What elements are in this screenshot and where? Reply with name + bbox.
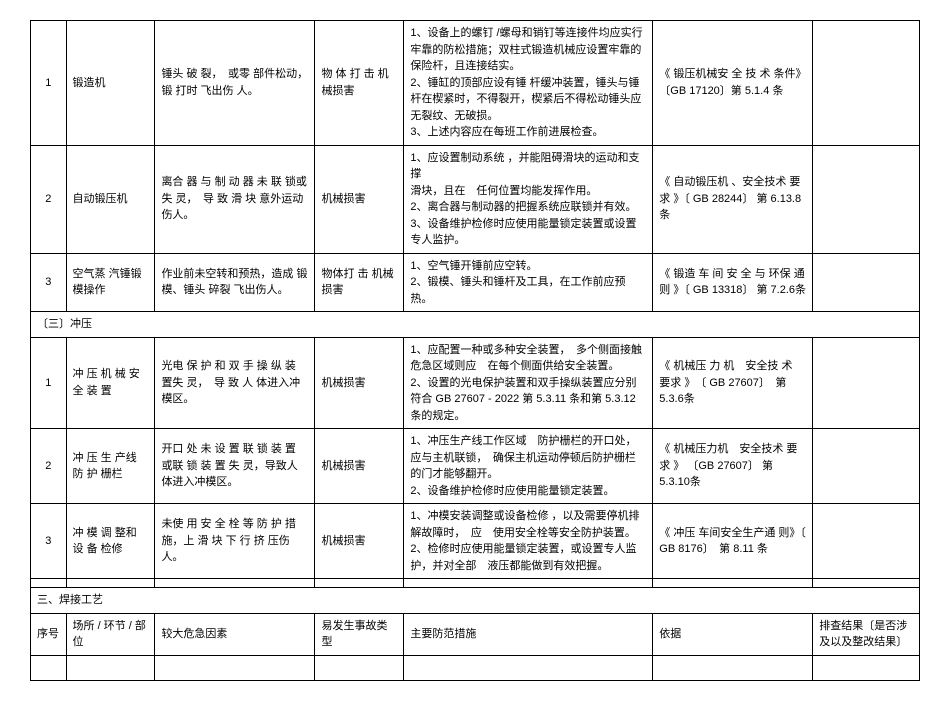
cell-basis: 《 自动锻压机 、安全技术 要求 》〔 GB 28244〕 第 6.13.8条 bbox=[653, 145, 813, 253]
cell-type: 机械损害 bbox=[315, 337, 404, 429]
cell-place: 冲 压 生 产线 防 护 栅栏 bbox=[66, 429, 155, 504]
header-measure: 主要防范措施 bbox=[404, 613, 653, 655]
cell-basis: 《 锻造 车 间 安 全 与 环保 通则 》〔 GB 13318〕 第 7.2.… bbox=[653, 253, 813, 312]
cell-measure: 1、冲压生产线工作区域 防护栅栏的开口处， 应与主机联锁， 确保主机运动停顿后防… bbox=[404, 429, 653, 504]
cell-type: 机械损害 bbox=[315, 145, 404, 253]
cell-result bbox=[813, 337, 920, 429]
table-row: 3冲 模 调 整和 设 备 检修未使 用 安 全 栓 等 防 护 措施，上 滑 … bbox=[31, 504, 920, 579]
header-row: 序号场所 / 环节 / 部位较大危急因素易发生事故类型主要防范措施依据排查结果〔… bbox=[31, 613, 920, 655]
cell-result bbox=[813, 21, 920, 146]
cell-risk: 开口 处 未 设 置 联 锁 装 置 或联 锁 装 置 失 灵，导致人体进入冲模… bbox=[155, 429, 315, 504]
cell-basis: 《 冲压 车间安全生产通 则》〔 GB 8176〕 第 8.11 条 bbox=[653, 504, 813, 579]
cell-seq: 1 bbox=[31, 21, 67, 146]
section-title: 〔三〕冲压 bbox=[31, 312, 920, 338]
cell-type: 机械损害 bbox=[315, 504, 404, 579]
cell-risk: 光电 保 护 和 双 手 操 纵 装 置失 灵， 导 致 人 体进入冲模区。 bbox=[155, 337, 315, 429]
cell-basis: 《 锻压机械安 全 技 术 条件》〔GB 17120〕第 5.1.4 条 bbox=[653, 21, 813, 146]
cell-measure: 1、应设置制动系统 ，并能阻碍滑块的运动和支撑滑块，且在 任何位置均能发挥作用。… bbox=[404, 145, 653, 253]
cell-place: 冲 压 机 械 安 全 装 置 bbox=[66, 337, 155, 429]
cell-risk: 锤头 破 裂， 或零 部件松动， 锻 打时 飞出伤 人。 bbox=[155, 21, 315, 146]
cell-place: 锻造机 bbox=[66, 21, 155, 146]
table-row: 2冲 压 生 产线 防 护 栅栏开口 处 未 设 置 联 锁 装 置 或联 锁 … bbox=[31, 429, 920, 504]
cell-type: 物 体 打 击 机械损害 bbox=[315, 21, 404, 146]
cell-risk: 未使 用 安 全 栓 等 防 护 措施，上 滑 块 下 行 挤 压伤人。 bbox=[155, 504, 315, 579]
cell-measure: 1、空气锤开锤前应空转。2、锻模、锤头和锤杆及工具，在工作前应预热。 bbox=[404, 253, 653, 312]
section-row: 三、焊接工艺 bbox=[31, 588, 920, 614]
cell-measure: 1、应配置一种或多种安全装置， 多个侧面接触危急区域则应 在每个侧面供给安全装置… bbox=[404, 337, 653, 429]
cell-basis: 《 机械压力机 安全技术 要求 》 〔GB 27607〕 第 5.3.10条 bbox=[653, 429, 813, 504]
empty-row bbox=[31, 655, 920, 681]
cell-measure: 1、冲模安装调整或设备检修 ，以及需要停机排解故障时， 应 使用安全栓等安全防护… bbox=[404, 504, 653, 579]
blank-row bbox=[31, 579, 920, 588]
cell-seq: 3 bbox=[31, 253, 67, 312]
cell-basis: 《 机械压 力 机 安全技 术 要求 》 〔 GB 27607〕 第 5.3.6… bbox=[653, 337, 813, 429]
table-row: 1锻造机锤头 破 裂， 或零 部件松动， 锻 打时 飞出伤 人。物 体 打 击 … bbox=[31, 21, 920, 146]
header-result: 排查结果〔是否涉及以及整改结果〕 bbox=[813, 613, 920, 655]
cell-seq: 3 bbox=[31, 504, 67, 579]
table-row: 1冲 压 机 械 安 全 装 置光电 保 护 和 双 手 操 纵 装 置失 灵，… bbox=[31, 337, 920, 429]
cell-result bbox=[813, 253, 920, 312]
cell-measure: 1、设备上的螺钉 /螺母和销钉等连接件均应实行牢靠的防松措施；双柱式锻造机械应设… bbox=[404, 21, 653, 146]
header-basis: 依据 bbox=[653, 613, 813, 655]
header-seq: 序号 bbox=[31, 613, 67, 655]
header-type: 易发生事故类型 bbox=[315, 613, 404, 655]
table-row: 3空气蒸 汽锤锻模操作作业前未空转和预热，造成 锻模、锤头 碎裂 飞出伤人。物体… bbox=[31, 253, 920, 312]
main-table: 1锻造机锤头 破 裂， 或零 部件松动， 锻 打时 飞出伤 人。物 体 打 击 … bbox=[30, 20, 920, 681]
cell-seq: 2 bbox=[31, 145, 67, 253]
header-risk: 较大危急因素 bbox=[155, 613, 315, 655]
section-row: 〔三〕冲压 bbox=[31, 312, 920, 338]
cell-place: 冲 模 调 整和 设 备 检修 bbox=[66, 504, 155, 579]
section-title: 三、焊接工艺 bbox=[31, 588, 920, 614]
table-row: 2自动锻压机离合 器 与 制 动 器 未 联 锁或失 灵， 导 致 滑 块 意外… bbox=[31, 145, 920, 253]
cell-seq: 1 bbox=[31, 337, 67, 429]
cell-risk: 离合 器 与 制 动 器 未 联 锁或失 灵， 导 致 滑 块 意外运动伤人。 bbox=[155, 145, 315, 253]
cell-risk: 作业前未空转和预热，造成 锻模、锤头 碎裂 飞出伤人。 bbox=[155, 253, 315, 312]
cell-result bbox=[813, 504, 920, 579]
cell-result bbox=[813, 145, 920, 253]
header-place: 场所 / 环节 / 部位 bbox=[66, 613, 155, 655]
cell-result bbox=[813, 429, 920, 504]
cell-seq: 2 bbox=[31, 429, 67, 504]
cell-place: 空气蒸 汽锤锻模操作 bbox=[66, 253, 155, 312]
cell-place: 自动锻压机 bbox=[66, 145, 155, 253]
cell-type: 机械损害 bbox=[315, 429, 404, 504]
cell-type: 物体打 击 机械损害 bbox=[315, 253, 404, 312]
